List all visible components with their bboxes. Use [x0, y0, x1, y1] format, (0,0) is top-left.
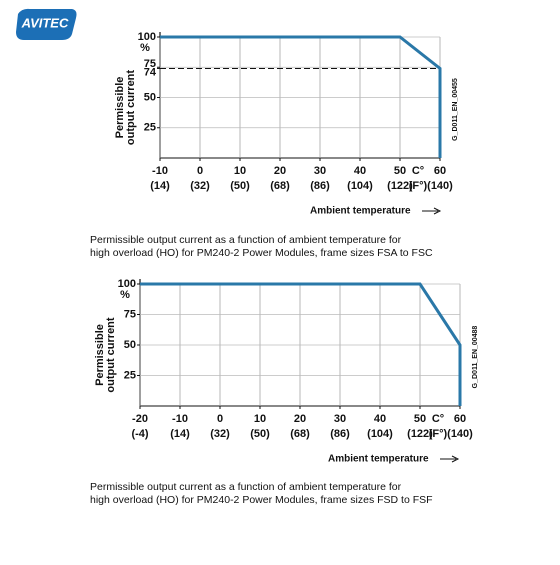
caption: Permissible output current as a function…: [90, 481, 402, 493]
y-axis-label: Permissible: [94, 324, 106, 386]
y-tick-label: 25: [144, 122, 156, 134]
x-tick-label-f: (50): [250, 428, 270, 440]
y-axis-label: output current: [125, 70, 137, 145]
x-tick-label: 10: [254, 413, 266, 425]
y-unit: %: [140, 42, 150, 54]
y-tick-label: 75: [124, 308, 136, 320]
y-tick-label: 50: [144, 91, 156, 103]
x-tick-label: -10: [152, 165, 168, 177]
y-tick-label: 75: [144, 58, 156, 70]
x2-unit: (F°): [409, 180, 428, 192]
x-tick-label-f: (68): [290, 428, 310, 440]
y-unit: %: [120, 289, 130, 301]
logo-badge: [16, 8, 77, 40]
x-tick-label-f: (122): [407, 428, 433, 440]
caption: high overload (HO) for PM240-2 Power Mod…: [90, 247, 433, 259]
caption: Permissible output current as a function…: [90, 234, 402, 246]
chart: -10(14)0(32)10(50)20(68)30(86)40(104)50(…: [90, 31, 459, 259]
y-tick-label: 25: [124, 369, 136, 381]
x-tick-label-f: (86): [330, 428, 350, 440]
logo-text: AVITEC: [21, 15, 69, 30]
x-tick-label: -20: [132, 413, 148, 425]
x-tick-label-f: (86): [310, 180, 330, 192]
y-tick-label: 100: [138, 31, 156, 43]
x-tick-label: 20: [294, 413, 306, 425]
x-tick-label: 30: [334, 413, 346, 425]
x-tick-label-f: (68): [270, 180, 290, 192]
x-tick-label: 0: [217, 413, 223, 425]
x-axis-label: Ambient temperature: [310, 206, 411, 217]
chart: -20 (-4) -10 (14) 0 (32) 10 (50) 20 (68) 30 (86) 40 (…: [90, 278, 479, 506]
x-tick-label: 50: [394, 165, 406, 177]
x-tick-label-f: (104): [367, 428, 393, 440]
figure-code: G_D011_EN_00455: [452, 78, 459, 141]
x-tick-label-f: (50): [230, 180, 250, 192]
x-tick-label-f: (14): [170, 428, 190, 440]
x-unit: C°: [432, 413, 444, 425]
x-tick-label-f: (122): [387, 180, 413, 192]
y-tick-label: 74: [144, 66, 157, 78]
x-tick-label-f: (-4): [131, 428, 148, 440]
x2-unit: (F°): [429, 428, 448, 440]
caption: high overload (HO) for PM240-2 Power Mod…: [90, 494, 433, 506]
arrow: [422, 207, 442, 215]
y-axis-label: output current: [105, 317, 117, 392]
x-tick-label: 0: [197, 165, 203, 177]
x-tick-label: 60: [454, 413, 466, 425]
x-tick-label-f: (140): [447, 428, 473, 440]
y-tick-label: 100: [118, 278, 136, 290]
figure-code: G_D011_EN_00488: [472, 326, 479, 389]
x-tick-label: 40: [354, 165, 366, 177]
x-tick-label-f: (32): [210, 428, 230, 440]
x-tick-label: 10: [234, 165, 246, 177]
x-tick-label: 50: [414, 413, 426, 425]
x-tick-label: -10: [172, 413, 188, 425]
y-tick-label: 50: [124, 339, 136, 351]
data-line: [140, 282, 462, 406]
x-tick-label-f: (32): [190, 180, 210, 192]
x-tick-label-f: (14): [150, 180, 170, 192]
x-tick-label: 30: [314, 165, 326, 177]
x-tick-label-f: (140): [427, 180, 453, 192]
data-line: [160, 35, 442, 158]
x-axis-label: Ambient temperature: [328, 454, 429, 465]
x-tick-label-f: (104): [347, 180, 373, 192]
x-tick-label: 60: [434, 165, 446, 177]
arrow: [440, 455, 460, 463]
x-unit: C°: [412, 165, 424, 177]
x-tick-label: 40: [374, 413, 386, 425]
logo: AVITEC: [16, 8, 77, 40]
x-tick-label: 20: [274, 165, 286, 177]
y-axis-label: Permissible: [114, 77, 126, 139]
